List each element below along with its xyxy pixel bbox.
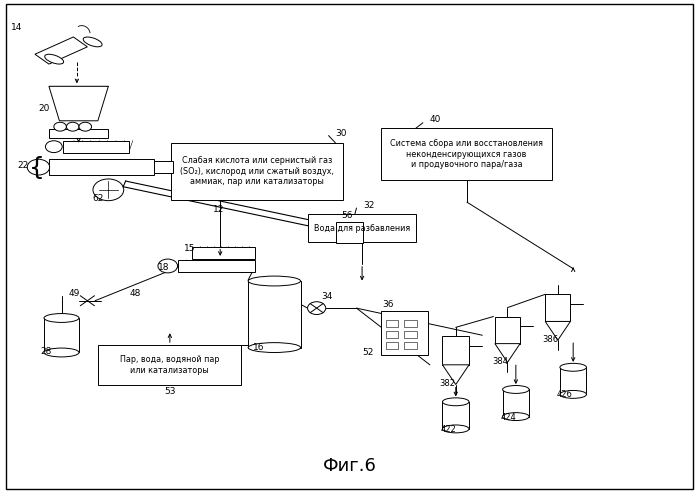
Ellipse shape [503,413,529,421]
Bar [495,317,520,344]
Text: Слабая кислота или сернистый газ
(SO₂), кислород или сжатый воздух,
аммиак, пар : Слабая кислота или сернистый газ (SO₂), … [180,156,334,186]
Text: 62: 62 [92,194,103,203]
Text: 53: 53 [164,387,175,396]
Bar [381,311,428,355]
Bar [386,342,398,349]
Text: 12: 12 [213,206,224,214]
Circle shape [79,122,92,131]
Bar [178,260,255,272]
Text: 18: 18 [158,263,169,272]
Text: 384: 384 [492,357,508,366]
Bar [49,159,154,175]
Bar [386,331,398,338]
Text: 40: 40 [430,115,441,124]
Ellipse shape [44,348,79,357]
Text: 36: 36 [382,300,394,309]
Text: 48: 48 [129,289,140,298]
Bar [248,281,301,348]
Polygon shape [442,365,469,385]
Text: 15: 15 [184,244,195,253]
Text: 34: 34 [322,292,333,301]
Text: 49: 49 [69,289,80,298]
Polygon shape [49,86,108,121]
Text: 28: 28 [41,347,52,356]
Bar [63,141,129,153]
Bar [404,320,417,327]
Ellipse shape [45,54,64,64]
Ellipse shape [503,386,529,393]
Ellipse shape [442,425,469,433]
Circle shape [54,122,66,131]
Text: 20: 20 [38,105,50,113]
Text: 16: 16 [253,343,264,352]
Bar [442,402,469,429]
Text: {: { [29,156,45,179]
Bar [386,320,398,327]
Bar [98,345,241,385]
Bar [154,161,173,173]
Text: Пар, вода, водяной пар
или катализаторы: Пар, вода, водяной пар или катализаторы [120,355,219,375]
Bar [49,129,108,138]
Text: 32: 32 [363,201,375,210]
Ellipse shape [560,390,586,398]
Bar [44,318,79,352]
Ellipse shape [248,343,301,352]
Text: 56: 56 [341,211,352,220]
Bar [336,222,363,243]
Bar [560,367,586,394]
Circle shape [45,141,62,153]
Text: Фиг.6: Фиг.6 [322,457,377,475]
Circle shape [27,159,50,175]
Bar [381,128,552,180]
Bar [171,143,343,200]
Ellipse shape [560,363,586,371]
Polygon shape [35,37,87,64]
Text: Система сбора или восстановления
неконденсирующихся газов
и продувочного пара/га: Система сбора или восстановления неконде… [390,139,543,169]
Circle shape [66,122,79,131]
Circle shape [158,259,178,273]
Bar [503,389,529,417]
Text: Вода для разбавления: Вода для разбавления [314,223,410,233]
Bar [192,246,255,259]
Bar [545,294,570,321]
Bar [442,336,469,365]
Circle shape [308,302,326,315]
Polygon shape [495,344,520,362]
Text: 424: 424 [500,413,517,422]
Ellipse shape [83,37,102,47]
Text: 422: 422 [440,425,456,434]
Bar [308,214,416,242]
Text: 382: 382 [440,379,456,388]
Bar [404,342,417,349]
Ellipse shape [442,398,469,406]
Ellipse shape [248,276,301,286]
Polygon shape [545,321,570,340]
Text: 14: 14 [10,23,22,32]
Text: 52: 52 [363,349,374,357]
Ellipse shape [44,314,79,322]
Text: 30: 30 [336,129,347,138]
Bar [404,331,417,338]
Text: 426: 426 [557,390,573,399]
Text: 22: 22 [17,161,29,170]
Text: 386: 386 [542,335,559,344]
